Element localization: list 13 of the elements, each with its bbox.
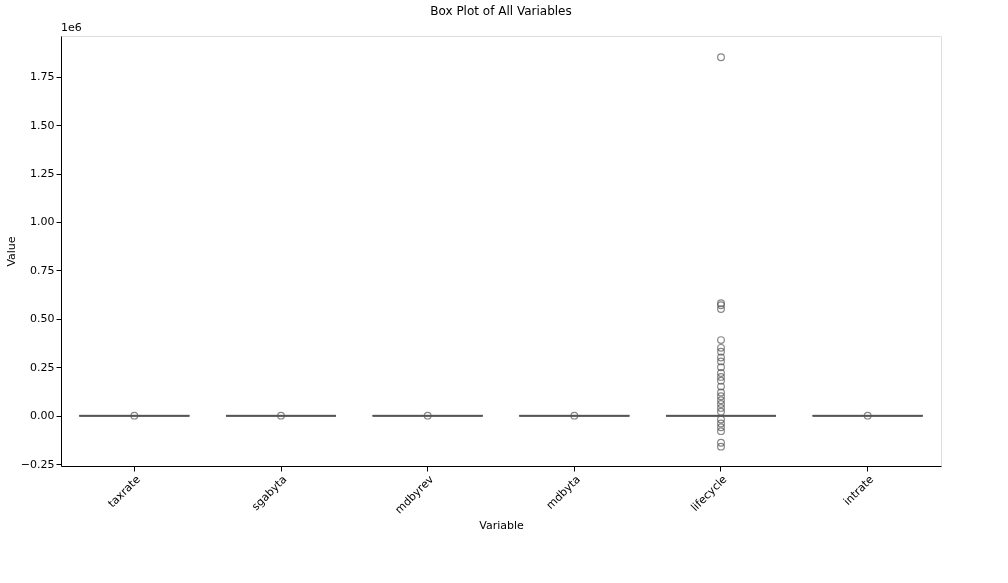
- y-tick-label: −0.25: [20, 457, 55, 471]
- y-tick-label: 0.50: [30, 312, 55, 326]
- y-tick-label: 0.25: [30, 360, 55, 374]
- y-tick-label: 1.75: [30, 70, 55, 84]
- y-tick-label: 1.25: [30, 167, 55, 181]
- y-axis-title: Value: [4, 236, 18, 267]
- y-tick-label: 0.75: [30, 263, 55, 277]
- text: 1e6: [61, 21, 82, 34]
- y-tick-label: 1.50: [30, 118, 55, 132]
- x-axis-title: Variable: [479, 518, 524, 532]
- y-tick-label: 0.00: [30, 409, 55, 423]
- y-tick-label: 1.00: [30, 215, 55, 229]
- chart-title: Box Plot of All Variables: [430, 4, 572, 18]
